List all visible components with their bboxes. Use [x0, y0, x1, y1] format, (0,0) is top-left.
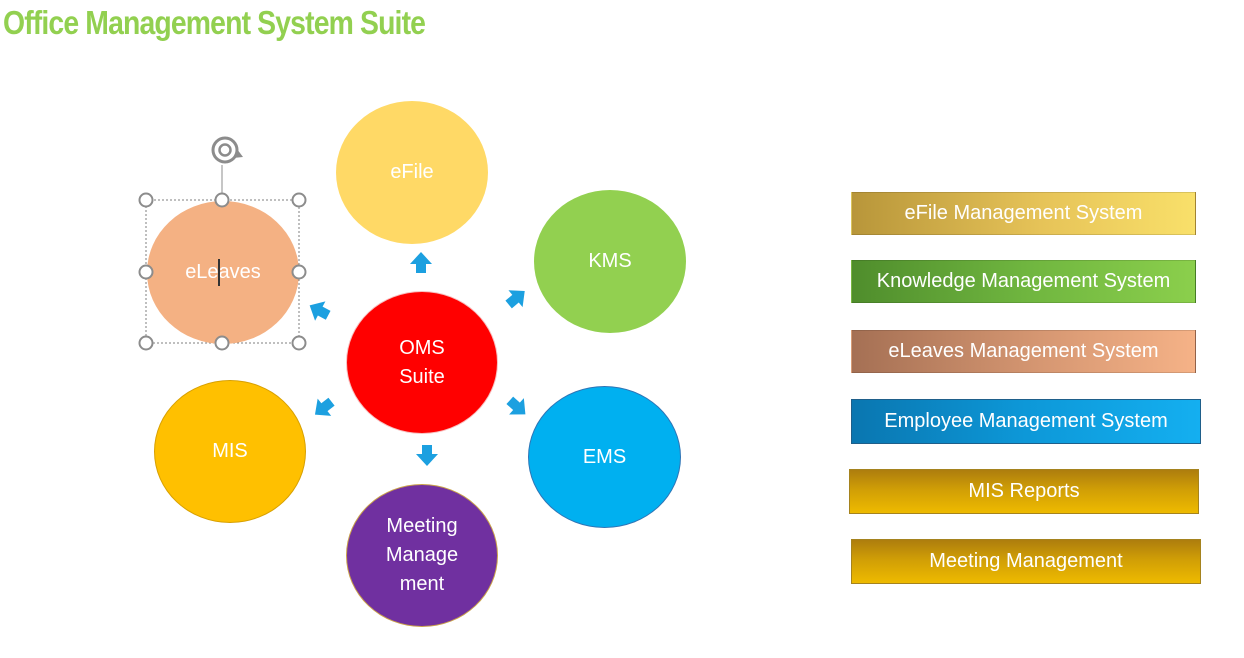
arrow-up-left-icon: [304, 295, 334, 325]
node-oms-suite[interactable]: OMS Suite: [346, 291, 498, 434]
node-mis[interactable]: MIS: [154, 380, 306, 523]
arrow-down-right-icon: [502, 392, 533, 423]
node-kms-label: KMS: [588, 250, 632, 272]
rotate-handle-icon[interactable]: [211, 136, 243, 164]
page-title: Office Management System Suite: [3, 4, 426, 41]
node-oms-line-2: Suite: [399, 365, 445, 388]
resize-handle-icon[interactable]: [138, 264, 154, 280]
resize-handle-icon[interactable]: [291, 264, 307, 280]
node-mis-label: MIS: [212, 440, 248, 462]
resize-handle-icon[interactable]: [214, 335, 230, 351]
legend-eleaves[interactable]: eLeaves Management System: [851, 330, 1196, 373]
legend-mis[interactable]: MIS Reports: [849, 469, 1199, 514]
arrow-down-icon: [416, 445, 438, 466]
node-meeting-line-1: Meeting: [386, 515, 458, 537]
arrow-up-right-icon: [501, 282, 532, 313]
legend-ems[interactable]: Employee Management System: [851, 399, 1201, 444]
node-efile[interactable]: eFile: [336, 101, 488, 244]
legend-efile[interactable]: eFile Management System: [851, 192, 1196, 235]
legend-meeting-label: Meeting Management: [929, 550, 1123, 572]
resize-handle-icon[interactable]: [291, 192, 307, 208]
node-meeting-line-3: ment: [399, 573, 445, 595]
legend-kms-label: Knowledge Management System: [876, 270, 1171, 292]
legend-mis-label: MIS Reports: [968, 480, 1080, 502]
arrow-down-left-icon: [308, 393, 339, 424]
node-oms-line-1: OMS: [399, 336, 445, 359]
node-efile-label: eFile: [390, 161, 434, 183]
legend-ems-label: Employee Management System: [884, 410, 1168, 432]
node-ems[interactable]: EMS: [528, 386, 681, 528]
legend-meeting[interactable]: Meeting Management: [851, 539, 1201, 584]
resize-handle-icon[interactable]: [291, 335, 307, 351]
arrow-up-icon: [410, 252, 432, 273]
node-ems-label: EMS: [582, 445, 627, 468]
legend-efile-label: eFile Management System: [904, 202, 1143, 224]
resize-handle-icon[interactable]: [214, 192, 230, 208]
node-eleaves-label: eLeaves: [185, 261, 261, 283]
legend-kms[interactable]: Knowledge Management System: [851, 260, 1196, 303]
node-eleaves[interactable]: eLeaves: [147, 201, 299, 344]
text-cursor: [218, 259, 220, 286]
node-kms[interactable]: KMS: [534, 190, 686, 333]
resize-handle-icon[interactable]: [138, 335, 154, 351]
node-meeting-line-2: Manage: [385, 544, 459, 566]
legend-eleaves-label: eLeaves Management System: [888, 340, 1159, 362]
node-meeting-management[interactable]: Meeting Manage ment: [346, 484, 498, 627]
resize-handle-icon[interactable]: [138, 192, 154, 208]
